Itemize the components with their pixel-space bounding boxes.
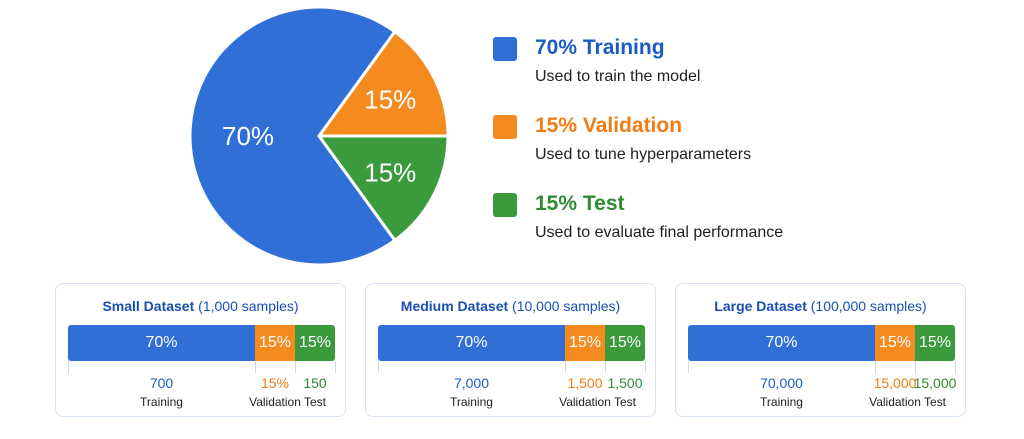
pie-label-validation: 15% bbox=[364, 85, 416, 115]
small-dataset-card: Small Dataset (1,000 samples) 70% 15% 15% 70… bbox=[55, 283, 346, 417]
small-label-training: Training bbox=[140, 395, 183, 409]
large-dataset-sample-count: (100,000 samples) bbox=[806, 298, 927, 314]
small-label-validation: Validation bbox=[249, 395, 301, 409]
test-swatch bbox=[493, 193, 517, 217]
medium-value-test: 1,500 bbox=[607, 375, 643, 391]
medium-label-test: Test bbox=[613, 395, 636, 409]
small-dataset-sample-count: (1,000 samples) bbox=[194, 298, 299, 314]
pie-label-training: 70% bbox=[222, 121, 274, 151]
small-split-bar: 70% 15% 15% bbox=[68, 325, 335, 361]
legend-desc-test: Used to evaluate final performance bbox=[535, 224, 784, 241]
training-swatch bbox=[493, 37, 517, 61]
medium-label-validation: Validation bbox=[559, 395, 611, 409]
large-value-validation: 15,000 bbox=[873, 375, 917, 391]
pie-label-test: 15% bbox=[364, 157, 416, 187]
large-axis-tick bbox=[688, 361, 689, 373]
medium-dataset-name: Medium Dataset bbox=[400, 298, 509, 314]
medium-dataset-title: Medium Dataset (10,000 samples) bbox=[366, 298, 655, 314]
large-axis-tick bbox=[875, 361, 876, 373]
small-bar-segment-test: 15% bbox=[295, 325, 335, 361]
validation-swatch bbox=[493, 115, 517, 139]
legend-desc-validation: Used to tune hyperparameters bbox=[535, 146, 752, 163]
large-axis-tick bbox=[915, 361, 916, 373]
medium-axis-tick bbox=[645, 361, 646, 373]
small-dataset-name: Small Dataset bbox=[102, 298, 195, 314]
legend-title-test: 15% Test bbox=[535, 192, 625, 215]
medium-dataset-sample-count: (10,000 samples) bbox=[508, 298, 621, 314]
pie-slice-training bbox=[188, 5, 397, 267]
pie-slice-test bbox=[317, 134, 450, 242]
medium-value-training: 7,000 bbox=[453, 375, 490, 391]
medium-axis-tick bbox=[605, 361, 606, 373]
large-split-bar: 70% 15% 15% bbox=[688, 325, 955, 361]
large-value-training: 70,000 bbox=[760, 375, 803, 391]
small-axis-tick bbox=[295, 361, 296, 373]
medium-bar-segment-training: 70% bbox=[378, 325, 565, 361]
large-bar-segment-validation: 15% bbox=[875, 325, 915, 361]
small-axis-tick bbox=[68, 361, 69, 373]
large-bar-segment-training: 70% bbox=[688, 325, 875, 361]
large-label-test: Test bbox=[923, 395, 946, 409]
small-axis-tick bbox=[335, 361, 336, 373]
small-bar-segment-validation: 15% bbox=[255, 325, 295, 361]
large-dataset-title: Large Dataset (100,000 samples) bbox=[676, 298, 965, 314]
legend-title-training: 70% Training bbox=[535, 36, 665, 59]
small-label-test: Test bbox=[303, 395, 326, 409]
medium-axis-tick bbox=[565, 361, 566, 373]
small-value-test: 150 bbox=[303, 375, 327, 391]
small-value-validation: 15% bbox=[260, 375, 290, 391]
large-value-test: 15,000 bbox=[913, 375, 957, 391]
large-dataset-name: Large Dataset bbox=[714, 298, 807, 314]
medium-axis-tick bbox=[378, 361, 379, 373]
medium-label-training: Training bbox=[450, 395, 493, 409]
large-dataset-card: Large Dataset (100,000 samples) 70% 15% 15%… bbox=[675, 283, 966, 417]
medium-split-bar: 70% 15% 15% bbox=[378, 325, 645, 361]
pie-slice-validation bbox=[317, 30, 450, 138]
large-axis-tick bbox=[955, 361, 956, 373]
medium-bar-segment-validation: 15% bbox=[565, 325, 605, 361]
legend-title-validation: 15% Validation bbox=[535, 114, 683, 137]
large-label-training: Training bbox=[760, 395, 803, 409]
small-bar-segment-training: 70% bbox=[68, 325, 255, 361]
small-value-training: 700 bbox=[149, 375, 174, 391]
medium-bar-segment-test: 15% bbox=[605, 325, 645, 361]
large-bar-segment-test: 15% bbox=[915, 325, 955, 361]
legend-desc-training: Used to train the model bbox=[535, 68, 701, 85]
medium-dataset-card: Medium Dataset (10,000 samples) 70% 15% 15%… bbox=[365, 283, 656, 417]
large-label-validation: Validation bbox=[869, 395, 921, 409]
small-axis-tick bbox=[255, 361, 256, 373]
medium-value-validation: 1,500 bbox=[567, 375, 603, 391]
split-pie-chart: 15% 15% 70% bbox=[188, 5, 450, 267]
small-dataset-title: Small Dataset (1,000 samples) bbox=[56, 298, 345, 314]
